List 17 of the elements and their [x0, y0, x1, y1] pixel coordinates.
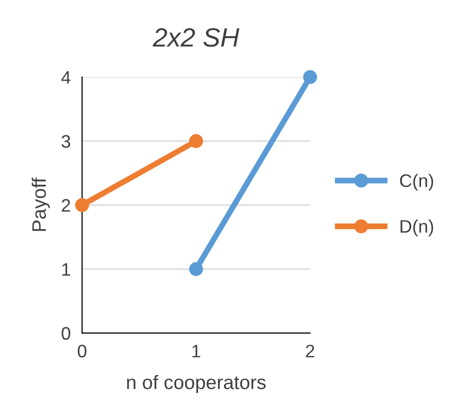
x-tick-label: 0: [78, 344, 86, 358]
y-tick-label: 2: [62, 199, 70, 212]
point: [303, 70, 318, 84]
y-tick-label: 1: [62, 263, 70, 276]
y-axis-title: Payoff: [32, 178, 50, 231]
legend-label: C(n): [400, 174, 434, 191]
y-tick-label: 4: [61, 71, 70, 84]
x-tick-label: 2: [306, 344, 314, 358]
chart-title: 2x2 SH: [152, 28, 240, 47]
x-tick-label: 1: [192, 344, 200, 358]
y-tick-label: 0: [62, 327, 70, 340]
x-axis-title: n of cooperators: [127, 374, 266, 394]
point: [189, 262, 204, 276]
legend-label: D(n): [400, 220, 434, 236]
y-tick-label: 3: [62, 135, 70, 148]
point: [75, 198, 90, 212]
point: [189, 134, 204, 148]
